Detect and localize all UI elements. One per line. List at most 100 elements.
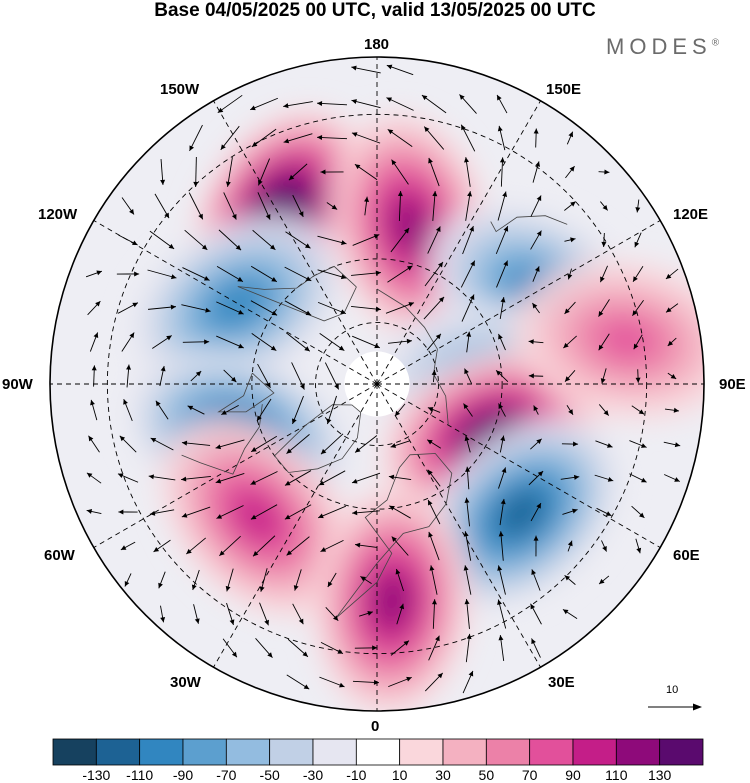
- wind-arrow: [601, 232, 607, 248]
- wind-arrow-head: [497, 565, 503, 571]
- wind-arrow-head: [170, 274, 177, 280]
- wind-arrow: [498, 531, 504, 561]
- wind-arrow: [317, 269, 347, 280]
- wind-arrow: [598, 404, 610, 416]
- wind-arrow: [665, 303, 679, 313]
- wind-arrow-head: [532, 302, 538, 309]
- wind-arrow: [182, 339, 210, 345]
- wind-arrow-head: [498, 403, 504, 410]
- wind-arrow: [388, 676, 412, 688]
- wind-arrow-head: [129, 208, 134, 215]
- wind-arrow-head: [601, 241, 607, 247]
- wind-arrow: [423, 296, 445, 320]
- wind-arrow: [317, 505, 347, 519]
- wind-arrow: [567, 540, 573, 552]
- wind-arrow-head: [600, 276, 605, 283]
- wind-arrow: [460, 260, 476, 288]
- wind-arrow: [251, 333, 277, 351]
- wind-arrow-head: [96, 270, 102, 276]
- wind-arrow-head: [334, 383, 339, 390]
- wind-arrow-head: [394, 410, 401, 417]
- lon-label-120w: 120W: [38, 206, 78, 223]
- wind-arrow-head: [331, 204, 338, 210]
- wind-arrow-head: [119, 435, 126, 442]
- wind-arrow: [565, 165, 575, 179]
- wind-arrow-head: [195, 371, 202, 377]
- wind-arrow-head: [466, 331, 472, 337]
- wind-arrow: [351, 472, 381, 484]
- wind-arrow-head: [603, 410, 609, 416]
- wind-arrow-head: [340, 274, 347, 280]
- wind-arrow: [424, 261, 444, 287]
- wind-arrow-head: [225, 585, 231, 592]
- wind-arrow-head: [250, 514, 257, 520]
- wind-arrow-head: [191, 584, 197, 591]
- wind-arrow: [496, 94, 508, 114]
- wind-arrow: [499, 435, 506, 453]
- wind-arrow-head: [375, 306, 381, 312]
- wind-arrow-head: [327, 581, 333, 588]
- wind-arrow-head: [237, 276, 243, 282]
- wind-arrow: [225, 568, 234, 592]
- wind-arrow: [633, 334, 643, 350]
- wind-arrow: [284, 470, 312, 486]
- wind-arrow: [664, 474, 680, 482]
- wind-arrow: [259, 568, 268, 592]
- wind-arrow: [120, 541, 136, 551]
- wind-arrow-head: [536, 438, 542, 445]
- wind-arrow: [427, 407, 441, 413]
- wind-arrow-head: [187, 405, 194, 411]
- wind-arrow: [530, 603, 542, 625]
- wind-arrow-head: [602, 204, 608, 211]
- wind-arrow-head: [533, 405, 539, 412]
- wind-arrow: [389, 505, 411, 519]
- wind-arrow: [562, 609, 578, 619]
- wind-arrow: [351, 132, 381, 144]
- wind-arrow: [89, 332, 99, 352]
- colorbar-tick: 50: [478, 767, 495, 783]
- wind-arrow: [327, 572, 337, 588]
- wind-arrow-head: [564, 575, 571, 581]
- wind-arrow-head: [427, 469, 433, 476]
- wind-arrow: [601, 540, 607, 552]
- wind-arrow: [598, 333, 610, 351]
- wind-arrow-head: [225, 181, 231, 187]
- wind-arrow-head: [181, 512, 188, 518]
- reference-vector-label: 10: [666, 684, 679, 696]
- lon-label-120e: 120E: [673, 206, 709, 223]
- wind-arrow: [364, 196, 370, 216]
- wind-arrow-head: [326, 418, 332, 425]
- wind-arrow: [223, 192, 237, 220]
- wind-arrow: [148, 304, 176, 310]
- wind-arrow-head: [463, 531, 469, 537]
- modes-logo: MODES®: [606, 34, 719, 60]
- wind-arrow: [360, 576, 372, 584]
- wind-arrow-head: [464, 157, 469, 163]
- wind-arrow: [629, 473, 647, 483]
- meridian-330: [213, 383, 378, 668]
- wind-arrow: [158, 571, 166, 589]
- wind-arrow-head: [355, 542, 361, 548]
- wind-arrow-head: [638, 409, 645, 415]
- wind-arrow-head: [536, 230, 542, 237]
- anomaly-contour-7-4: [233, 493, 281, 542]
- wind-arrow: [531, 569, 541, 591]
- wind-arrow: [566, 131, 574, 145]
- wind-arrow: [386, 97, 414, 111]
- wind-arrow-head: [435, 333, 441, 340]
- wind-arrow: [160, 159, 166, 185]
- colorbar-swatch-7: [355, 738, 401, 766]
- wind-arrow: [352, 234, 380, 246]
- wind-arrow-head: [599, 578, 605, 585]
- coastline-5: [490, 215, 568, 233]
- wind-arrow: [126, 364, 132, 388]
- wind-arrow-head: [632, 310, 638, 316]
- wind-arrow: [352, 510, 380, 516]
- wind-arrow-head: [258, 179, 263, 186]
- wind-arrow-head: [194, 618, 200, 624]
- wind-arrow-head: [536, 503, 541, 509]
- wind-arrow-head: [635, 207, 641, 213]
- wind-arrow: [257, 158, 271, 186]
- wind-arrow-head: [641, 477, 647, 483]
- meridian-210: [213, 100, 378, 385]
